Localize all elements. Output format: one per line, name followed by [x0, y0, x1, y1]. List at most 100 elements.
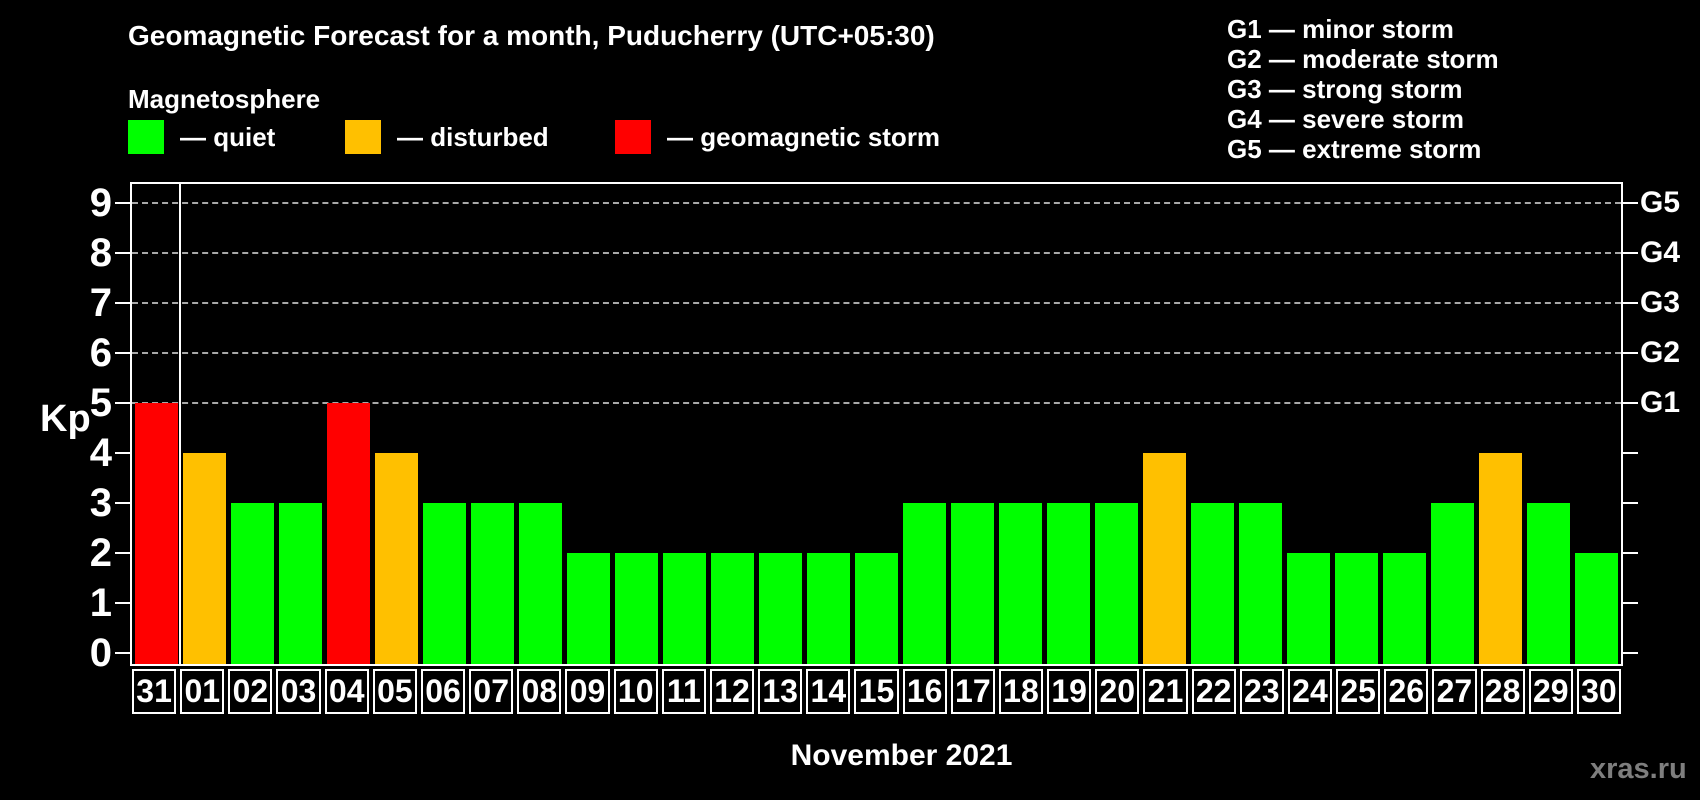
kp-bar-day-20 — [1095, 503, 1139, 664]
kp-bar-day-06 — [422, 503, 466, 664]
kp-bar-day-26 — [1383, 553, 1427, 664]
day-label-10: 10 — [613, 669, 658, 714]
day-label-02: 02 — [228, 669, 273, 714]
kp-bar-day-09 — [566, 553, 610, 664]
y-axis-title: Kp — [40, 398, 91, 440]
left-tick-kp2 — [115, 552, 130, 554]
day-label-16: 16 — [902, 669, 947, 714]
g-scale-label-g1: G1 — [1640, 386, 1681, 419]
kp-bar-day-12 — [710, 553, 754, 664]
day-label-01: 01 — [180, 669, 225, 714]
kp-bar-day-31 — [134, 403, 178, 664]
y-tick-label-5: 5 — [89, 381, 112, 425]
day-label-14: 14 — [806, 669, 851, 714]
kp-bar-day-14 — [806, 553, 850, 664]
kp-bar-day-21 — [1143, 453, 1187, 664]
y-tick-label-7: 7 — [89, 281, 112, 325]
kp-bar-day-17 — [951, 503, 995, 664]
day-label-26: 26 — [1384, 669, 1429, 714]
day-label-04: 04 — [324, 669, 369, 714]
kp-bar-day-02 — [230, 503, 274, 664]
y-tick-label-8: 8 — [89, 231, 112, 275]
kp-bar-day-23 — [1239, 503, 1283, 664]
left-tick-kp7 — [115, 302, 130, 304]
right-tick-kp9 — [1623, 202, 1638, 204]
left-tick-kp8 — [115, 252, 130, 254]
kp-bar-day-27 — [1431, 503, 1475, 664]
day-label-17: 17 — [950, 669, 995, 714]
kp-bar-day-29 — [1527, 503, 1571, 664]
day-label-03: 03 — [276, 669, 321, 714]
left-tick-kp1 — [115, 602, 130, 604]
day-label-20: 20 — [1095, 669, 1140, 714]
left-tick-kp4 — [115, 452, 130, 454]
right-tick-kp6 — [1623, 352, 1638, 354]
right-tick-kp3 — [1623, 502, 1638, 504]
kp-bar-day-10 — [614, 553, 658, 664]
gridline-kp5 — [132, 402, 1621, 404]
g-legend-line-g1: G1 — minor storm — [1227, 14, 1454, 44]
y-tick-label-4: 4 — [89, 431, 112, 475]
day-label-23: 23 — [1239, 669, 1284, 714]
y-tick-label-9: 9 — [89, 181, 112, 225]
day-label-13: 13 — [758, 669, 803, 714]
legend-label-disturbed: — disturbed — [397, 121, 549, 152]
gridline-kp7 — [132, 302, 1621, 304]
magnetosphere-label: Magnetosphere — [128, 84, 321, 114]
kp-bar-day-01 — [182, 453, 226, 664]
day-label-07: 07 — [469, 669, 514, 714]
right-tick-kp5 — [1623, 402, 1638, 404]
left-tick-kp0 — [115, 652, 130, 654]
right-tick-kp8 — [1623, 252, 1638, 254]
gridline-kp8 — [132, 252, 1621, 254]
day-label-28: 28 — [1480, 669, 1525, 714]
y-tick-label-3: 3 — [89, 481, 112, 525]
day-label-15: 15 — [854, 669, 899, 714]
day-label-19: 19 — [1047, 669, 1092, 714]
day-label-08: 08 — [517, 669, 562, 714]
chart-title: Geomagnetic Forecast for a month, Puduch… — [128, 20, 935, 51]
storm-color-swatch — [615, 120, 651, 154]
y-tick-label-1: 1 — [89, 581, 112, 625]
legend-item-quiet: — quiet — [128, 120, 275, 154]
g-legend-line-g5: G5 — extreme storm — [1227, 134, 1482, 164]
day-label-09: 09 — [565, 669, 610, 714]
left-tick-kp9 — [115, 202, 130, 204]
right-tick-kp0 — [1623, 652, 1638, 654]
day-label-25: 25 — [1336, 669, 1381, 714]
kp-bar-day-08 — [518, 503, 562, 664]
kp-bar-day-16 — [903, 503, 947, 664]
g-legend-line-g2: G2 — moderate storm — [1227, 44, 1499, 74]
kp-bar-day-24 — [1287, 553, 1331, 664]
left-tick-kp5 — [115, 402, 130, 404]
gridline-kp6 — [132, 352, 1621, 354]
right-tick-kp4 — [1623, 452, 1638, 454]
disturbed-color-swatch — [345, 120, 381, 154]
kp-bar-day-11 — [662, 553, 706, 664]
left-tick-kp3 — [115, 502, 130, 504]
legend-item-storm: — geomagnetic storm — [615, 120, 940, 154]
left-tick-kp6 — [115, 352, 130, 354]
day-label-12: 12 — [709, 669, 755, 714]
day-label-18: 18 — [998, 669, 1044, 714]
g-legend-line-g4: G4 — severe storm — [1227, 104, 1465, 134]
y-tick-label-0: 0 — [89, 631, 112, 675]
month-separator-line — [179, 184, 182, 664]
day-label-06: 06 — [420, 669, 466, 714]
kp-bar-day-05 — [374, 453, 418, 664]
kp-bar-day-30 — [1575, 553, 1619, 664]
right-tick-kp7 — [1623, 302, 1638, 304]
legend-label-quiet: — quiet — [180, 121, 276, 152]
x-axis-day-labels: 31 01 02 03 04 05 06 07 08 09 10 11 12 13 14 15 16 17 18 19… — [130, 669, 1623, 714]
right-tick-kp1 — [1623, 602, 1638, 604]
kp-bar-day-15 — [854, 553, 898, 664]
day-label-27: 27 — [1432, 669, 1477, 714]
g-legend-line-g3: G3 — strong storm — [1227, 74, 1463, 104]
day-label-24: 24 — [1287, 669, 1333, 714]
day-label-31: 31 — [132, 669, 177, 714]
g-scale-label-g5: G5 — [1640, 186, 1681, 219]
g-scale-label-g2: G2 — [1640, 336, 1681, 369]
day-label-30: 30 — [1576, 669, 1621, 714]
g-scale-label-g3: G3 — [1640, 286, 1681, 319]
kp-bar-day-22 — [1191, 503, 1235, 664]
